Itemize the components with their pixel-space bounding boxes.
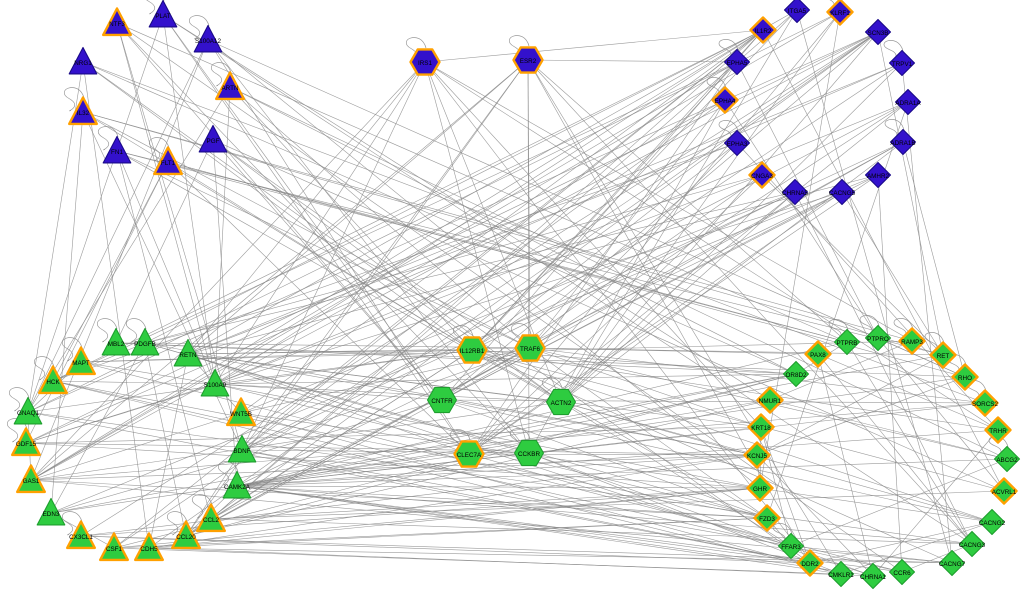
svg-text:TRAF6: TRAF6 <box>520 346 540 353</box>
svg-text:CHRNA1: CHRNA1 <box>860 574 886 581</box>
svg-text:NTF3: NTF3 <box>109 21 125 28</box>
svg-text:ACVRL1: ACVRL1 <box>992 489 1017 496</box>
svg-text:GHR: GHR <box>753 486 767 493</box>
svg-text:PDGFB: PDGFB <box>134 341 156 348</box>
svg-text:PTPRB: PTPRB <box>837 340 858 347</box>
svg-text:ITGA5: ITGA5 <box>788 8 807 15</box>
svg-text:EPHA4: EPHA4 <box>715 98 736 105</box>
svg-text:EPHA3: EPHA3 <box>727 141 748 148</box>
svg-text:NRG1: NRG1 <box>74 60 92 67</box>
svg-text:ESR2: ESR2 <box>520 58 537 65</box>
svg-text:S100A9: S100A9 <box>204 382 227 389</box>
svg-text:IRS1: IRS1 <box>418 60 432 67</box>
svg-text:CCL20: CCL20 <box>176 534 196 541</box>
svg-text:BDNF: BDNF <box>233 448 250 455</box>
svg-text:TRPV1: TRPV1 <box>892 61 913 68</box>
svg-text:CACNG2: CACNG2 <box>979 520 1006 527</box>
svg-text:OR8D2: OR8D2 <box>786 372 807 379</box>
svg-text:CNTFR: CNTFR <box>431 398 453 405</box>
svg-text:FN1: FN1 <box>111 149 123 156</box>
svg-text:EPHA5: EPHA5 <box>727 60 748 67</box>
svg-text:DDR2: DDR2 <box>801 561 819 568</box>
svg-text:MBL2: MBL2 <box>108 341 125 348</box>
svg-text:PGF: PGF <box>207 138 220 145</box>
svg-text:RETN: RETN <box>179 352 197 359</box>
svg-text:KCNJ5: KCNJ5 <box>747 453 767 460</box>
svg-text:ACTN2: ACTN2 <box>551 400 572 407</box>
svg-text:ABCG2: ABCG2 <box>996 457 1018 464</box>
svg-text:NMUR1: NMUR1 <box>759 398 782 405</box>
svg-text:CMKLR1: CMKLR1 <box>828 572 854 579</box>
svg-text:HCK: HCK <box>46 379 60 386</box>
svg-text:ADRA1B: ADRA1B <box>890 140 915 147</box>
svg-text:GDF15: GDF15 <box>16 441 37 448</box>
svg-text:PLAT: PLAT <box>155 13 170 20</box>
svg-text:ARTN: ARTN <box>221 85 238 92</box>
svg-text:FFAR3: FFAR3 <box>781 544 801 551</box>
svg-text:CHRNA5: CHRNA5 <box>782 190 808 197</box>
svg-text:CAMK2A: CAMK2A <box>224 484 251 491</box>
svg-text:CACNG5: CACNG5 <box>829 190 856 197</box>
svg-text:CNGA3: CNGA3 <box>751 173 773 180</box>
svg-text:GNAQ1: GNAQ1 <box>17 410 40 417</box>
svg-text:KLRF1: KLRF1 <box>830 10 850 17</box>
svg-text:IL1R2: IL1R2 <box>755 28 772 35</box>
svg-text:IL12RB1: IL12RB1 <box>460 348 485 355</box>
svg-text:MAPT: MAPT <box>72 360 90 367</box>
svg-text:SCN3B: SCN3B <box>868 30 889 37</box>
svg-text:CLEC7A: CLEC7A <box>457 452 482 459</box>
svg-text:SORCS2: SORCS2 <box>972 401 998 408</box>
svg-text:S100A12: S100A12 <box>195 38 221 45</box>
svg-text:GAS1: GAS1 <box>23 478 40 485</box>
svg-text:KRT18: KRT18 <box>751 425 771 432</box>
svg-text:RET: RET <box>937 353 950 360</box>
svg-text:FLT1: FLT1 <box>161 160 176 167</box>
svg-text:CCL2: CCL2 <box>203 517 220 524</box>
svg-text:RHO: RHO <box>958 375 972 382</box>
svg-text:AMHR2: AMHR2 <box>867 173 890 180</box>
svg-text:IL32: IL32 <box>77 110 90 117</box>
svg-text:PAX8: PAX8 <box>810 352 826 359</box>
svg-text:RAMP3: RAMP3 <box>901 339 923 346</box>
svg-text:CX3CL1: CX3CL1 <box>69 534 93 541</box>
svg-text:EDN3: EDN3 <box>43 511 60 518</box>
svg-text:WNT5B: WNT5B <box>230 411 252 418</box>
svg-text:CSF1: CSF1 <box>106 546 123 553</box>
svg-text:CCR6: CCR6 <box>893 570 911 577</box>
svg-text:PTPRO: PTPRO <box>867 336 889 343</box>
svg-text:CCKBR: CCKBR <box>518 451 540 458</box>
svg-text:FZD3: FZD3 <box>759 516 775 523</box>
svg-text:TRHR: TRHR <box>989 428 1007 435</box>
svg-text:CDH5: CDH5 <box>140 546 158 553</box>
svg-text:CACNG3: CACNG3 <box>959 542 986 549</box>
svg-text:CACNG7: CACNG7 <box>939 561 966 568</box>
svg-text:ADRA1A: ADRA1A <box>895 100 921 107</box>
